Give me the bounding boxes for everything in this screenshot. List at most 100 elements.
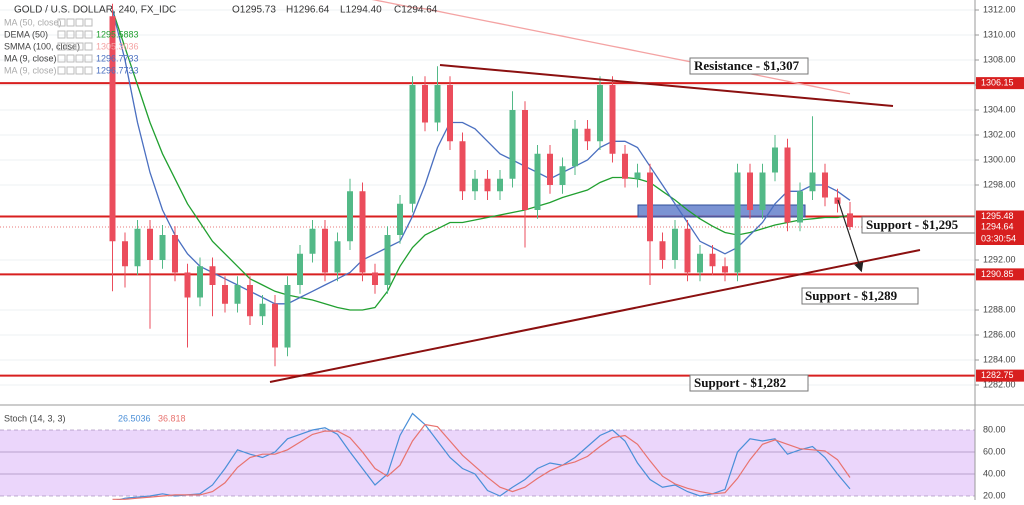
stoch-tick-label: 80.00 [983, 424, 1006, 434]
candle-body [622, 153, 628, 179]
candle-body [772, 147, 778, 173]
candle-body [259, 303, 266, 317]
level-label: 1295.48 [981, 211, 1014, 221]
candle-body [447, 85, 453, 142]
candle-body [609, 85, 616, 154]
legend-entry: SMMA (100, close) [4, 41, 80, 51]
legend-icon [66, 54, 75, 63]
legend-icon [84, 18, 93, 27]
ohlc-low: L1294.40 [340, 5, 382, 16]
candle-body [222, 285, 228, 304]
candle-body [759, 172, 766, 210]
y-tick-label: 1312.00 [983, 4, 1016, 14]
y-tick-label: 1288.00 [983, 304, 1016, 314]
candle-body [197, 266, 203, 298]
annotation-box [801, 287, 919, 305]
stoch-title: Stoch (14, 3, 3) [4, 413, 66, 423]
stoch-tick-label: 40.00 [983, 468, 1006, 478]
annotation-box [689, 57, 809, 75]
candle-body [734, 172, 741, 273]
header: GOLD / U.S. DOLLAR, 240, FX_IDC O1295.73… [14, 5, 438, 16]
candle-body [809, 172, 816, 192]
y-tick-label: 1298.00 [983, 179, 1016, 189]
level-label-bg [976, 77, 1024, 90]
candle-body [309, 228, 316, 254]
y-tick-label: 1310.00 [983, 29, 1016, 39]
legend-icon [66, 42, 75, 51]
y-tick-label: 1304.00 [983, 104, 1016, 114]
candle-body [572, 128, 578, 167]
annotation-box [689, 374, 809, 392]
candle-body [397, 203, 403, 235]
level-label: 1306.15 [981, 78, 1014, 88]
candle-body [709, 253, 716, 267]
ohlc-close: C1294.64 [394, 5, 438, 16]
candle-body [297, 253, 303, 285]
legend-icon [57, 54, 66, 63]
y-tick-label: 1302.00 [983, 129, 1016, 139]
candle-body [672, 228, 678, 260]
legend-icon [84, 66, 93, 75]
stoch-value: 26.5036 [118, 413, 151, 423]
stoch-band [0, 429, 975, 497]
candle-body [497, 178, 503, 192]
legend-icon [75, 18, 84, 27]
legend-icon [84, 30, 93, 39]
stoch-tick-label: 60.00 [983, 446, 1006, 456]
candle-body [234, 285, 241, 304]
candle-body [322, 228, 328, 273]
annotation: Support - $1,289 [805, 288, 898, 303]
stoch-line [112, 423, 851, 500]
legend-icon [66, 30, 75, 39]
ohlc-open: O1295.73 [232, 5, 276, 16]
legend-value: 1296.7733 [96, 65, 139, 75]
legend-icon [75, 42, 84, 51]
candle-body [597, 85, 603, 142]
legend-icon [57, 66, 66, 75]
legend: MA (50, close) DEMA (50) 1295.5883 SMMA (10… [4, 17, 139, 75]
candle-body [747, 172, 753, 210]
level-label-bg [976, 268, 1024, 281]
annotation: Resistance - $1,307 [694, 58, 800, 73]
candle-body [272, 303, 278, 348]
candle-body [284, 285, 291, 348]
y-tick-label: 1300.00 [983, 154, 1016, 164]
legend-icon [75, 66, 84, 75]
candle-body [347, 191, 353, 242]
level-label-bg [976, 210, 1024, 223]
level-label: 1282.75 [981, 370, 1014, 380]
countdown-bg [976, 233, 1024, 245]
level-label-bg [976, 369, 1024, 382]
annotation: Support - $1,295 [866, 217, 959, 232]
candle-body [159, 235, 166, 260]
candle-body [384, 235, 391, 285]
stoch-value: 36.818 [158, 413, 186, 423]
candle-body [522, 110, 528, 210]
indicator-line [111, 9, 851, 311]
countdown: 03:30:54 [981, 233, 1016, 243]
candle-body [822, 172, 828, 198]
candle-body [247, 285, 253, 317]
candle-body [122, 241, 128, 267]
candle-body [372, 272, 378, 285]
candle-body [534, 153, 541, 210]
annotation: Support - $1,282 [694, 375, 786, 390]
candle-body [584, 128, 591, 142]
legend-icon [84, 54, 93, 63]
legend-icon [75, 30, 84, 39]
legend-icon [66, 66, 75, 75]
candle-body [559, 166, 566, 185]
legend-icon [75, 54, 84, 63]
y-tick-label: 1292.00 [983, 254, 1016, 264]
candle-body [659, 241, 666, 260]
candle-body [834, 197, 841, 204]
y-tick-label: 1284.00 [983, 354, 1016, 364]
candle-body [147, 228, 153, 260]
legend-entry: MA (9, close) [4, 53, 57, 63]
candle-body [434, 85, 441, 123]
legend-value: 1305.3036 [96, 41, 139, 51]
indicator-line [111, 9, 851, 305]
overlays [111, 0, 851, 311]
legend-icon [57, 30, 66, 39]
